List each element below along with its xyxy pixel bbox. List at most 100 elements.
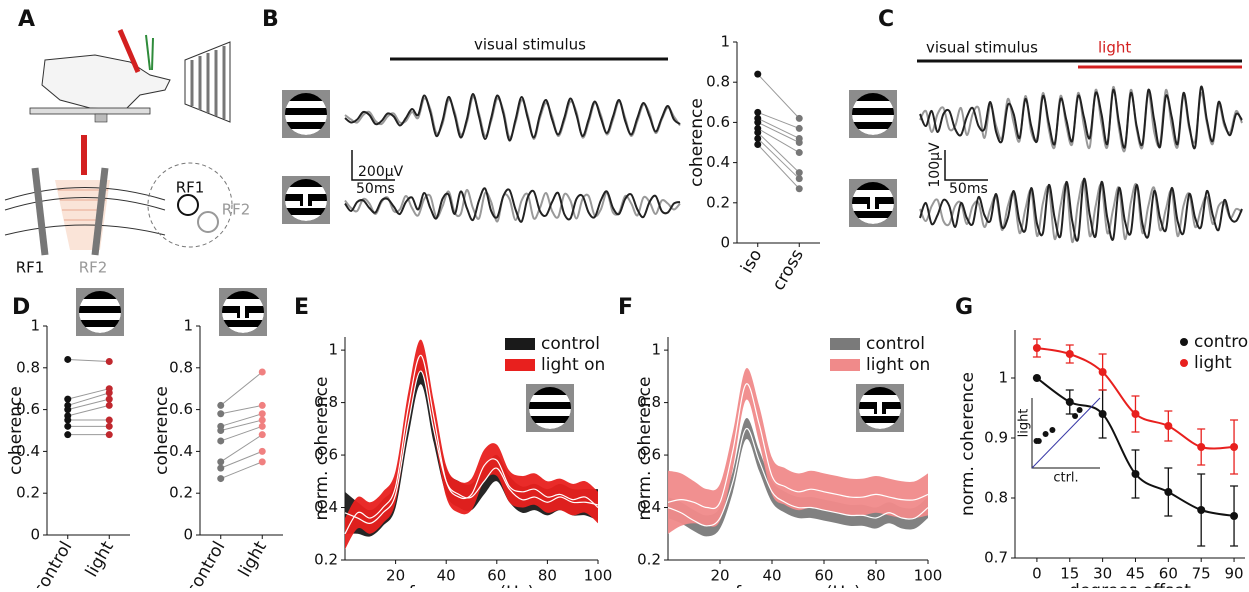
lfp-trace [344,187,681,223]
lfp-trace [919,85,1243,153]
y-tick-label: 0.8 [984,489,1008,507]
dot [105,422,113,430]
legend-swatch [505,359,535,371]
x-tick-label: 40 [437,567,456,585]
pair-line [757,127,800,153]
dot [1164,488,1173,496]
legend-label: control [866,334,925,354]
panel-letter: C [878,7,894,32]
x-tick-label: 80 [538,567,557,585]
dot [217,427,225,434]
legend-label: control [541,334,600,354]
y-tick-label: 0.9 [984,429,1008,447]
grating-icon [76,288,124,336]
dot [1032,374,1041,382]
pair-line [757,121,800,143]
y-tick-label: 0.4 [706,153,730,171]
dot [1197,506,1206,514]
x-tick-label: 20 [710,567,729,585]
y-tick-label: 0.8 [706,73,730,91]
x-tick-label: 90 [1225,565,1244,583]
x-tick-label: 75 [1192,565,1211,583]
legend-label: control [1194,332,1249,352]
grating-icon [282,176,330,224]
dot [795,169,803,177]
y-tick-label: 0 [183,526,193,544]
grating-icon [526,384,574,432]
mean-line [667,428,929,527]
y-tick-label: 0.6 [16,400,40,418]
y-tick-label: 0 [720,234,730,252]
y-tick-label: 0.6 [314,446,338,464]
dot [258,368,266,376]
y-tick-label: 0.4 [169,442,193,460]
dot [105,401,113,409]
y-axis-label: norm. coherence [958,372,978,516]
pair-line [67,404,110,417]
y-axis-label: coherence [6,386,26,475]
y-tick-label: 0.8 [637,393,661,411]
pair-line [220,413,263,427]
grating-icon [856,384,904,432]
pair-line [220,371,263,406]
dot [105,416,113,424]
dot [258,401,266,409]
dot [217,475,225,483]
y-tick-label: 0.4 [16,442,40,460]
dot [105,389,113,397]
scale-label: 100µV [927,142,943,188]
inset-dot [1035,438,1042,444]
pair-line [67,392,110,406]
dot [795,175,803,183]
pair-line [220,461,263,480]
x-tick-label: 60 [487,567,506,585]
y-axis-label: norm. coherence [312,377,332,521]
y-tick-label: 0.4 [637,498,661,516]
inset-dot [1076,407,1083,413]
dot [217,464,225,472]
legend-label: light [1194,353,1232,373]
dot [795,114,803,122]
x-tick-label: light [235,538,271,581]
x-tick-label: control [183,538,230,588]
dot [795,139,803,146]
y-tick-label: 0.2 [637,551,661,569]
pair-line [757,117,800,139]
dot [64,431,72,439]
lfp-trace [344,188,681,223]
lfp-trace [344,92,681,142]
y-tick-label: 1 [998,369,1008,387]
y-tick-label: 0.6 [637,446,661,464]
lfp-trace [919,85,1243,150]
mean-line [667,383,929,510]
legend-swatch [1180,338,1188,346]
dot [754,108,762,116]
pair-line [220,450,263,469]
y-tick-label: 1 [651,341,661,359]
legend-swatch [1180,359,1188,367]
pair-line [757,144,800,190]
x-tick-label: 60 [1159,565,1178,583]
scale-label: 50ms [356,181,395,197]
legend-label: light on [541,355,605,375]
panel-letter: F [618,295,633,320]
x-tick-label: 60 [814,567,833,585]
y-tick-label: 1 [328,341,338,359]
y-axis-label: coherence [152,386,172,475]
dot [1032,344,1041,352]
y-tick-label: 0.4 [314,498,338,516]
scale-label: 200µV [358,164,404,180]
panel-letter: D [12,295,30,320]
y-tick-label: 0.8 [314,393,338,411]
electrode-label: RF2 [79,259,108,277]
pair-line [67,358,110,363]
stimulus-label: visual stimulus [474,36,586,54]
mean-line [344,370,599,524]
stimulus-label: visual stimulus [926,39,1038,57]
dot [217,458,225,466]
y-tick-label: 1 [30,317,40,335]
pair-line [757,73,800,119]
dot [1065,350,1074,358]
lfp-trace [919,177,1243,242]
